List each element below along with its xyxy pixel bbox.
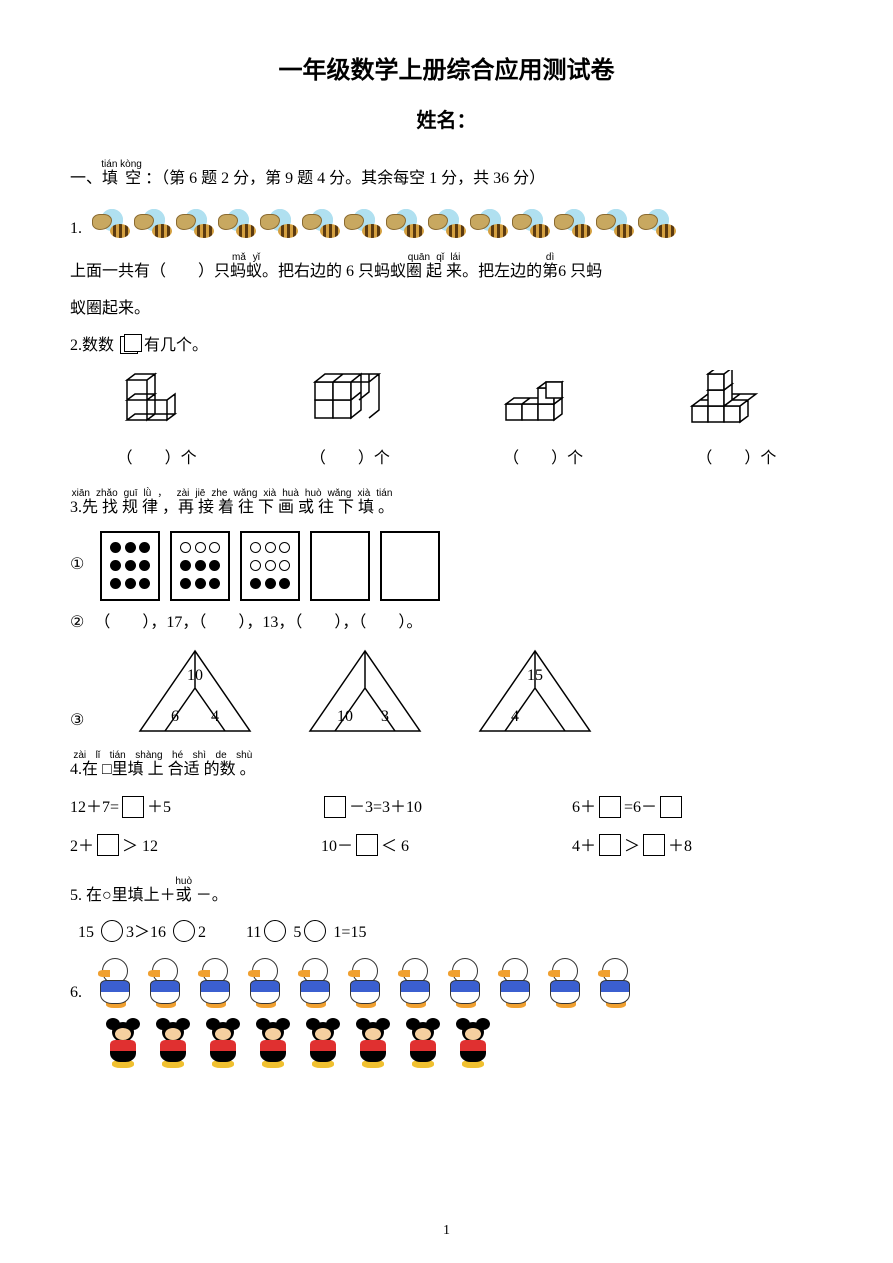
bee-icon [302,204,342,244]
svg-text:10: 10 [337,708,353,725]
q6-mickeys [100,1016,823,1068]
q5-label: 5. 在○里填上＋或huò －。 [70,876,823,911]
duck-icon [242,956,290,1008]
duck-icon [492,956,540,1008]
section-1-heading: 一、填 空tián kòng ：（第 6 题 2 分，第 9 题 4 分。其余每… [70,159,823,194]
mickey-icon [300,1016,348,1068]
svg-text:15: 15 [527,667,543,684]
blank-box [356,834,378,856]
svg-text:10: 10 [187,667,203,684]
duck-icon [592,956,640,1008]
mickey-icon [100,1016,148,1068]
bee-icon [344,204,384,244]
blank-box [643,834,665,856]
q4-row-1: 12＋7=＋5 －3=3＋10 6＋=6－ [70,794,823,823]
duck-icon [392,956,440,1008]
duck-icon [342,956,390,1008]
duck-icon [142,956,190,1008]
bee-icon [470,204,510,244]
bee-icon [428,204,468,244]
q2-label: 2.数数 有几个。 [70,332,823,361]
q1-text: 上面一共有（ ）只蚂蚁mǎ yǐ。把右边的 6 只蚂蚁圈 起 来quān qǐ … [70,252,823,287]
bee-icon [260,204,300,244]
duck-icon [542,956,590,1008]
cube-icon [120,336,138,354]
q1-text-2: 蚁圈起来。 [70,295,823,324]
bee-icon [638,204,678,244]
cubes-2 [305,370,395,430]
count-blank: （ ）个 [650,445,823,474]
q5-equations: 15 3＞16 2 11 5 1=15 [70,919,823,948]
page-title: 一年级数学上册综合应用测试卷 [70,50,823,93]
q4-row-2: 2＋＞ 12 10－＜ 6 4＋＞＋8 [70,833,823,862]
q3-label: 3.先 找 规 律 ，再 接 着 往 下 画 或 往 下 填 。xiān zhǎ… [70,488,823,523]
blank-box [660,796,682,818]
blank-circle [173,920,195,942]
q1-bees: 1. [70,204,823,244]
blank-box [122,796,144,818]
cubes-1 [117,370,197,430]
blank-box [324,796,346,818]
q3-seq-2: ② （ ），17，（ ），13，（ ），（ ）。 [70,609,823,638]
bee-icon [176,204,216,244]
name-field-label: 姓名： [70,103,823,139]
svg-text:6: 6 [171,708,179,725]
triangle-3: 15 4 [470,646,600,736]
mickey-icon [150,1016,198,1068]
q4-label: 4.在 □里填 上 合适 的数 。zài lǐ tián shàng hé sh… [70,750,823,785]
svg-text:4: 4 [211,708,219,725]
blank-box [599,834,621,856]
cubes-3 [498,370,588,430]
blank-box [97,834,119,856]
bee-icon [386,204,426,244]
blank-box [599,796,621,818]
mickey-icon [450,1016,498,1068]
q6-ducks: 6. [70,956,823,1008]
mickey-icon [400,1016,448,1068]
count-blank: （ ）个 [70,445,243,474]
bee-icon [92,204,132,244]
blank-circle [304,920,326,942]
blank-circle [264,920,286,942]
duck-icon [92,956,140,1008]
triangle-1: 10 6 4 [130,646,260,736]
count-blank: （ ）个 [263,445,436,474]
q2-cubes: （ ）个 （ ）个 （ ）个 [70,370,823,474]
count-blank: （ ）个 [457,445,630,474]
bee-icon [218,204,258,244]
bee-icon [134,204,174,244]
bee-icon [554,204,594,244]
duck-icon [192,956,240,1008]
svg-text:4: 4 [511,708,519,725]
mickey-icon [250,1016,298,1068]
blank-circle [101,920,123,942]
duck-icon [292,956,340,1008]
q3-pattern-1: ① [70,531,823,601]
svg-text:3: 3 [381,708,389,725]
q3-triangles: ③ 10 6 4 10 3 15 4 [70,646,823,736]
bee-icon [512,204,552,244]
q1-number: 1. [70,215,82,244]
mickey-icon [200,1016,248,1068]
mickey-icon [350,1016,398,1068]
pattern-blank [380,531,440,601]
cubes-4 [686,370,786,430]
page-number: 1 [0,1218,893,1243]
pattern-blank [310,531,370,601]
triangle-2: 10 3 [300,646,430,736]
duck-icon [442,956,490,1008]
bee-icon [596,204,636,244]
